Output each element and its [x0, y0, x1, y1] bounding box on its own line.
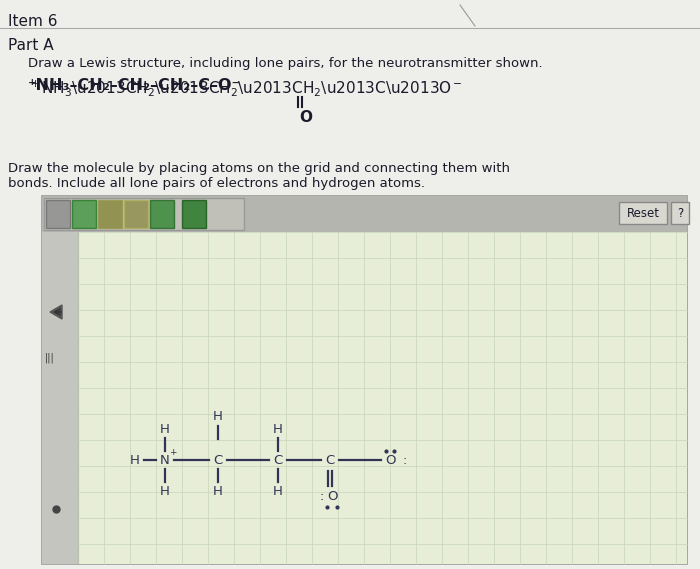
Text: Item 6: Item 6 — [8, 14, 57, 29]
Polygon shape — [50, 305, 62, 319]
Text: Reset: Reset — [626, 207, 659, 220]
Text: Part A: Part A — [8, 38, 54, 53]
Bar — [98, 200, 122, 228]
Text: O: O — [385, 453, 396, 467]
Text: Draw the molecule by placing atoms on the grid and connecting them with
bonds. I: Draw the molecule by placing atoms on th… — [8, 162, 510, 190]
Text: N: N — [160, 453, 170, 467]
Text: H: H — [160, 484, 170, 497]
Text: ?: ? — [677, 207, 683, 220]
Text: H: H — [213, 410, 223, 423]
Bar — [124, 200, 148, 228]
Text: +: + — [169, 447, 176, 456]
Text: C: C — [274, 453, 283, 467]
Text: :: : — [402, 453, 406, 467]
Text: ⁺NH₃–CH₂–CH₂–CH₂–C–O⁻: ⁺NH₃–CH₂–CH₂–CH₂–C–O⁻ — [28, 78, 241, 93]
Text: |||: ||| — [45, 352, 55, 362]
Bar — [44, 198, 244, 230]
Text: H: H — [160, 423, 170, 435]
Bar — [46, 200, 70, 228]
Bar — [78, 232, 687, 564]
Text: H: H — [213, 484, 223, 497]
Bar — [182, 200, 206, 228]
Text: C: C — [214, 453, 223, 467]
Text: H: H — [130, 453, 140, 467]
Text: O: O — [327, 489, 337, 502]
Text: C: C — [326, 453, 335, 467]
Bar — [72, 200, 96, 228]
Text: H: H — [273, 484, 283, 497]
Text: $^+$NH$_3$\u2013CH$_2$\u2013CH$_2$\u2013CH$_2$\u2013C\u2013O$^-$: $^+$NH$_3$\u2013CH$_2$\u2013CH$_2$\u2013… — [28, 78, 463, 98]
Text: O: O — [299, 110, 312, 125]
Bar — [150, 200, 174, 228]
Bar — [671, 202, 689, 224]
Text: H: H — [273, 423, 283, 435]
Bar — [619, 202, 667, 224]
Text: :: : — [320, 489, 324, 502]
Bar — [42, 196, 687, 232]
Bar — [42, 232, 78, 564]
Text: Draw a Lewis structure, including lone pairs, for the neurotransmitter shown.: Draw a Lewis structure, including lone p… — [28, 57, 542, 70]
Bar — [42, 196, 687, 564]
